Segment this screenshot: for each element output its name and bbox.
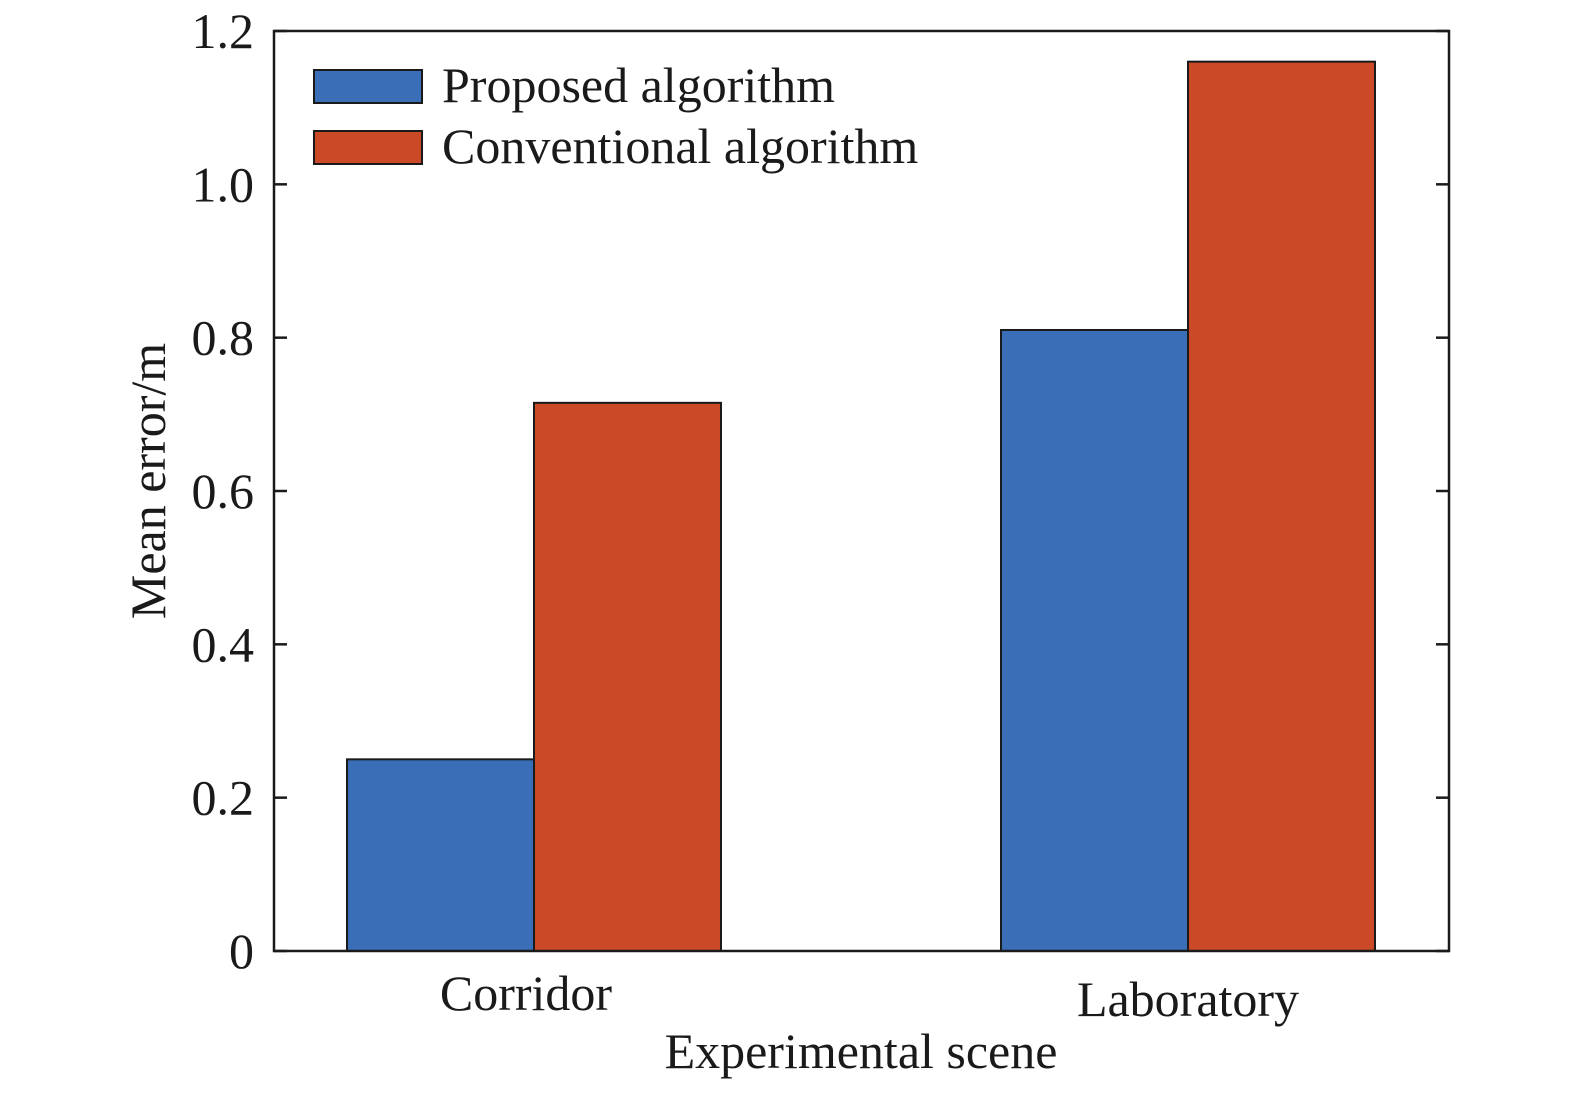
y-tick-label: 0: [229, 923, 254, 979]
x-category-label: Laboratory: [1077, 971, 1299, 1027]
bar-conventional-laboratory: [1187, 60, 1376, 952]
legend-swatch: [313, 69, 423, 104]
bar-conventional-corridor: [533, 401, 722, 953]
y-tick-label: 0.6: [192, 463, 255, 519]
bar-proposed-corridor: [346, 758, 535, 952]
legend-label: Proposed algorithm: [442, 57, 835, 113]
y-axis-title: Mean error/m: [120, 343, 176, 619]
y-tick-label: 0.8: [192, 310, 255, 366]
y-tick-label: 0.2: [192, 770, 255, 826]
bars-group: [346, 60, 1376, 953]
legend-swatch: [313, 130, 423, 165]
bar-proposed-laboratory: [1000, 329, 1189, 952]
y-tick-label: 0.4: [192, 616, 255, 672]
legend-label: Conventional algorithm: [442, 118, 918, 174]
y-tick-label: 1.0: [192, 156, 255, 212]
y-tick-label: 1.2: [192, 3, 255, 59]
x-category-label: Corridor: [440, 965, 613, 1021]
x-axis: Corridor Laboratory: [440, 965, 1299, 1027]
y-axis: 0 0.2 0.4 0.6 0.8 1.0 1.2: [192, 3, 1449, 979]
x-axis-title: Experimental scene: [665, 1023, 1058, 1079]
